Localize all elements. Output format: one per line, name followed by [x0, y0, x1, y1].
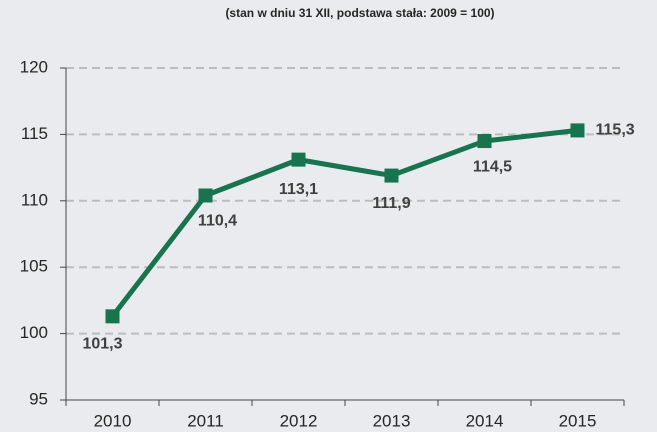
y-tick-label: 115: [21, 124, 48, 143]
y-tick-label: 100: [20, 323, 48, 342]
chart-subtitle: (stan w dniu 31 XII, podstawa stała: 200…: [225, 6, 494, 20]
marker: [570, 123, 585, 138]
value-label: 113,1: [279, 181, 318, 198]
marker: [384, 168, 399, 183]
marker: [291, 152, 306, 167]
value-label: 110,4: [198, 213, 237, 230]
marker: [198, 188, 213, 203]
line: [110, 127, 578, 318]
y-tick-label: 110: [21, 190, 48, 209]
marker: [105, 309, 120, 324]
value-label: 115,3: [596, 122, 635, 139]
x-tick-label: 2010: [94, 411, 132, 430]
y-tick-label: 105: [20, 257, 48, 276]
value-label: 111,9: [372, 195, 410, 212]
value-label: 101,3: [82, 336, 122, 353]
x-tick-label: 2011: [187, 411, 224, 430]
y-tick-label: 120: [20, 57, 48, 76]
x-tick-label: 2012: [280, 411, 318, 430]
y-tick-label: 95: [29, 389, 48, 408]
x-tick-label: 2015: [559, 411, 597, 430]
marker: [477, 134, 492, 149]
value-label: 114,5: [473, 158, 512, 175]
x-tick-label: 2014: [466, 411, 504, 430]
x-tick-label: 2013: [373, 411, 411, 430]
